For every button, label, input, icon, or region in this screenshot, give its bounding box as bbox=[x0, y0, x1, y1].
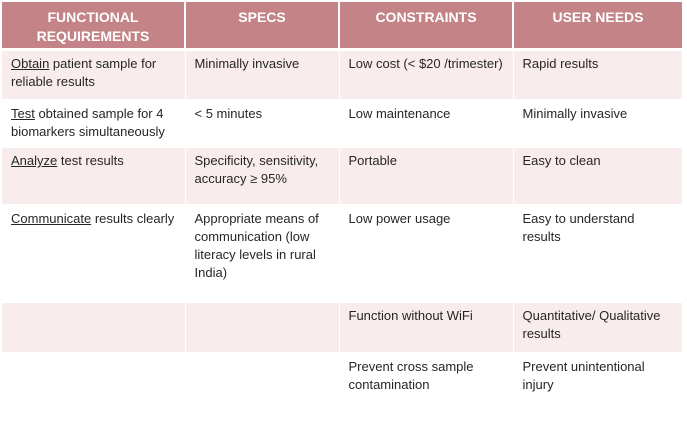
constraints-cell: Portable bbox=[338, 147, 514, 206]
table-row: Obtain patient sample for reliable resul… bbox=[2, 49, 682, 101]
constraints-cell: Prevent cross sample contamination bbox=[338, 353, 514, 410]
header-user-needs: USER NEEDS bbox=[513, 2, 682, 51]
header-row: FUNCTIONAL REQUIREMENTS SPECS CONSTRAINT… bbox=[2, 2, 682, 51]
specs-cell: Minimally invasive bbox=[184, 49, 340, 101]
table-row: Analyze test results Specificity, sensit… bbox=[2, 147, 682, 206]
functional-cell: Communicate results clearly bbox=[2, 205, 186, 303]
functional-text: test results bbox=[57, 153, 124, 168]
functional-cell bbox=[2, 302, 186, 354]
specs-cell: Appropriate means of communication (low … bbox=[184, 205, 340, 303]
constraints-cell: Function without WiFi bbox=[338, 302, 514, 354]
functional-text: patient sample for reliable results bbox=[11, 55, 157, 89]
constraints-cell: Low maintenance bbox=[338, 100, 514, 148]
table-row: Test obtained sample for 4 biomarkers si… bbox=[2, 100, 682, 148]
table-row: Prevent cross sample contamination Preve… bbox=[2, 353, 682, 410]
constraints-cell: Low power usage bbox=[338, 205, 514, 303]
user-needs-cell: Rapid results bbox=[512, 49, 682, 101]
user-needs-cell: Prevent unintentional injury bbox=[512, 353, 682, 410]
header-functional-requirements: FUNCTIONAL REQUIREMENTS bbox=[2, 2, 186, 51]
user-needs-cell: Quantitative/ Qualitative results bbox=[512, 302, 682, 354]
functional-text: results clearly bbox=[91, 211, 175, 226]
functional-verb: Test bbox=[11, 106, 35, 121]
functional-text: obtained sample for 4 biomarkers simulta… bbox=[11, 106, 165, 139]
functional-verb: Analyze bbox=[11, 153, 58, 168]
functional-verb: Obtain bbox=[11, 55, 50, 71]
functional-verb: Communicate bbox=[11, 211, 92, 226]
specs-cell bbox=[184, 353, 340, 410]
user-needs-cell: Minimally invasive bbox=[512, 100, 682, 148]
requirements-table: FUNCTIONAL REQUIREMENTS SPECS CONSTRAINT… bbox=[2, 2, 682, 410]
specs-cell: Specificity, sensitivity, accuracy ≥ 95% bbox=[184, 147, 340, 206]
header-specs: SPECS bbox=[185, 2, 340, 51]
user-needs-cell: Easy to understand results bbox=[512, 205, 682, 303]
specs-cell: < 5 minutes bbox=[184, 100, 340, 148]
constraints-cell: Low cost (< $20 /trimester) bbox=[338, 49, 514, 101]
functional-cell: Analyze test results bbox=[2, 147, 186, 206]
functional-cell bbox=[2, 353, 186, 410]
user-needs-cell: Easy to clean bbox=[512, 147, 682, 206]
table-row: Communicate results clearly Appropriate … bbox=[2, 205, 682, 303]
table-row: Function without WiFi Quantitative/ Qual… bbox=[2, 302, 682, 354]
specs-cell bbox=[184, 302, 340, 354]
functional-cell: Obtain patient sample for reliable resul… bbox=[2, 49, 186, 101]
functional-cell: Test obtained sample for 4 biomarkers si… bbox=[2, 100, 186, 148]
header-constraints: CONSTRAINTS bbox=[339, 2, 514, 51]
